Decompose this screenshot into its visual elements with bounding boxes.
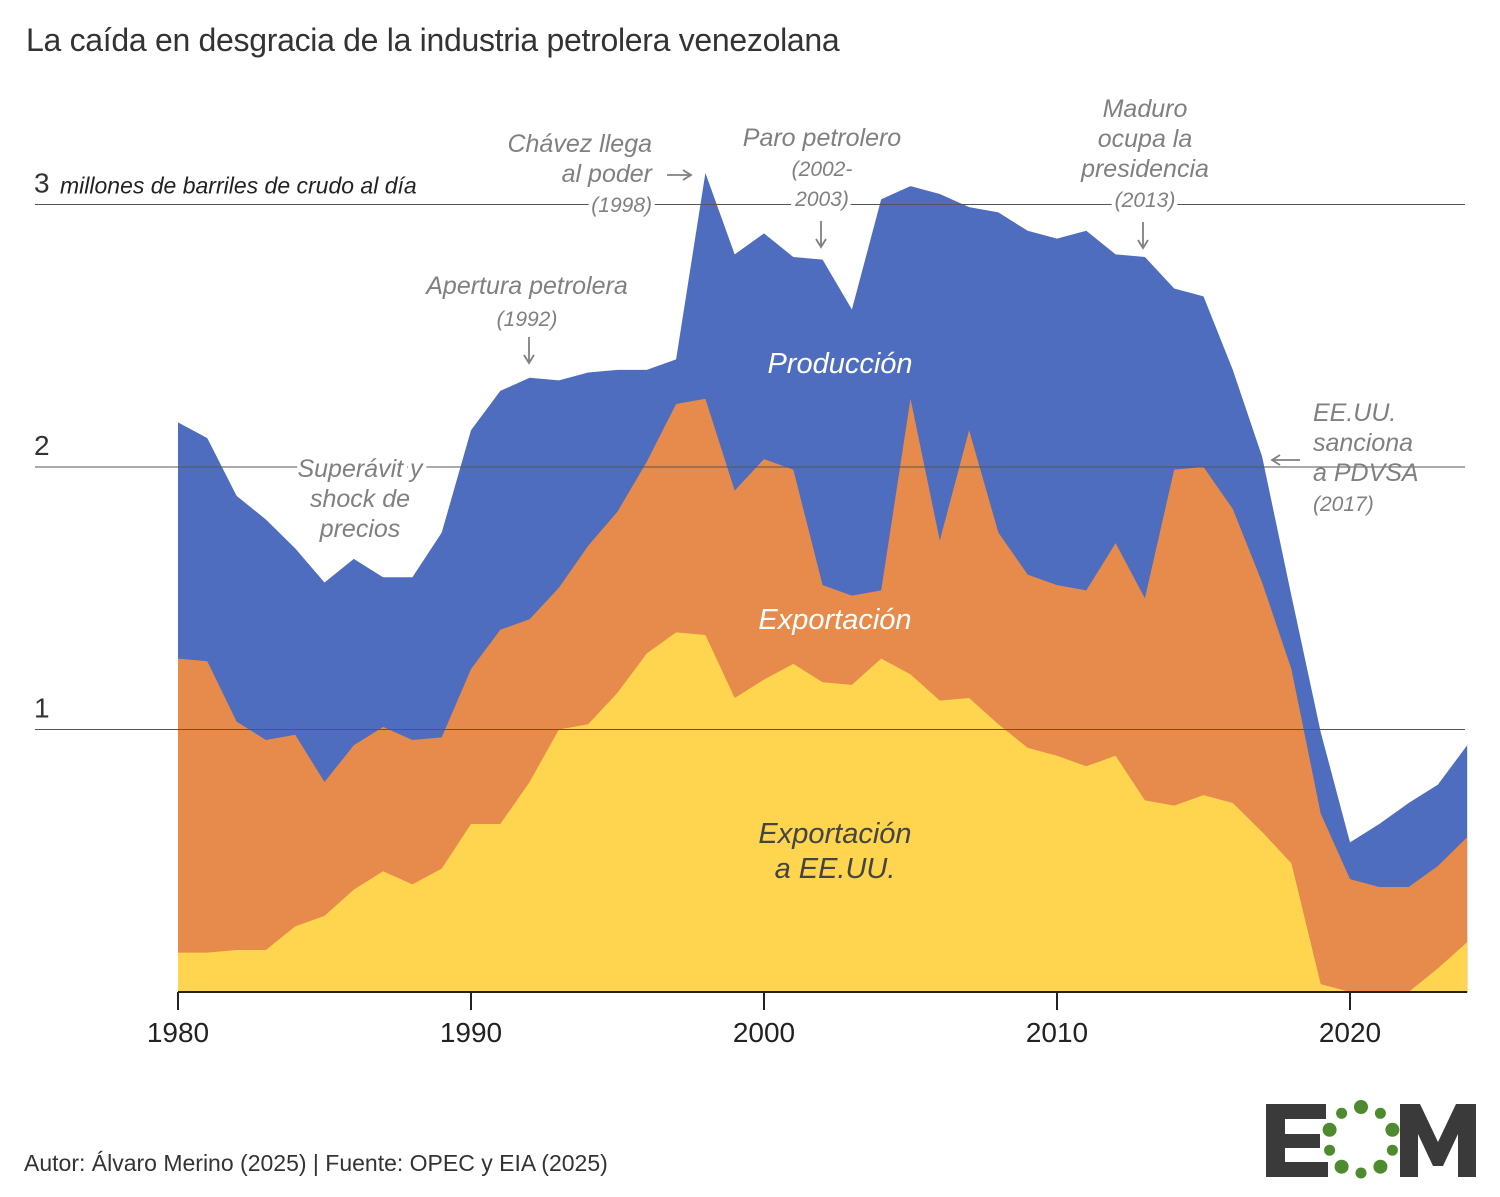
annotation-line: (1998) — [591, 194, 652, 217]
x-tick-label: 2020 — [1319, 1017, 1381, 1048]
annotation-line: (2002- — [792, 158, 853, 181]
annotation-line: sanciona — [1313, 429, 1413, 457]
annotation-line: shock de — [310, 485, 410, 513]
chart-title: La caída en desgracia de la industria pe… — [26, 22, 840, 58]
annotation-line: Maduro — [1103, 95, 1188, 123]
logo-dot — [1334, 1159, 1349, 1174]
annotation-line: presidencia — [1080, 155, 1209, 183]
annotation-line: al poder — [562, 160, 654, 188]
x-axis: 1980 1990 2000 2010 2020 — [147, 991, 1468, 1048]
x-tick-label: 1990 — [440, 1017, 502, 1048]
arrow-sanciones — [1270, 454, 1300, 466]
arrow-maduro — [1137, 222, 1149, 250]
x-tick-label: 1980 — [147, 1017, 209, 1048]
annotation-apertura: Apertura petrolera (1992) — [424, 272, 628, 331]
annotation-line: Apertura petrolera — [424, 272, 628, 300]
annotation-line: Chávez llega — [507, 130, 652, 158]
annotation-line: Paro petrolero — [743, 124, 902, 152]
annotation-paro: Paro petrolero (2002- 2003) — [739, 120, 906, 215]
y-tick-label: 3 — [34, 168, 50, 199]
annotation-line: a PDVSA — [1313, 459, 1419, 487]
eom-logo — [1266, 1100, 1476, 1179]
label-exportacion: Exportación — [758, 604, 911, 636]
logo-dot — [1373, 1159, 1388, 1174]
y-tick-label: 2 — [34, 430, 50, 461]
logo-dot — [1374, 1107, 1386, 1119]
annotation-line: ocupa la — [1098, 125, 1193, 153]
arrow-chavez — [667, 169, 693, 181]
logo-dot — [1324, 1144, 1336, 1156]
label-exportacion-eeuu-line2: a EE.UU. — [775, 853, 896, 885]
annotation-line: (1992) — [497, 308, 558, 331]
y-unit-label: millones de barriles de crudo al día — [60, 173, 417, 199]
logo-dot — [1386, 1144, 1398, 1156]
chart-areas — [178, 173, 1468, 992]
annotation-line: Superávit y — [297, 455, 424, 483]
annotation-line: precios — [319, 515, 401, 543]
logo-dot — [1385, 1122, 1400, 1137]
y-axis: 1 2 3 millones de barriles de crudo al día — [34, 168, 456, 724]
x-tick-label: 2010 — [1026, 1017, 1088, 1048]
logo-dot — [1354, 1100, 1368, 1114]
gridlines — [35, 204, 1465, 730]
annotation-line: 2003) — [794, 188, 849, 211]
logo-letter-m — [1400, 1104, 1476, 1177]
logo-dot — [1322, 1122, 1337, 1137]
annotation-line: (2017) — [1313, 493, 1374, 516]
logo-dot — [1336, 1107, 1348, 1119]
label-produccion: Producción — [767, 348, 912, 380]
arrow-apertura — [523, 337, 535, 365]
source-credit: Autor: Álvaro Merino (2025) | Fuente: OP… — [24, 1150, 608, 1176]
annotation-line: EE.UU. — [1313, 399, 1396, 427]
annotation-line: (2013) — [1115, 189, 1176, 212]
unit-label-bg — [56, 174, 456, 201]
label-exportacion-eeuu-line1: Exportación — [758, 818, 911, 850]
logo-letter-e — [1266, 1104, 1328, 1177]
exportacion-eeuu-area — [178, 632, 1468, 992]
arrow-paro — [815, 221, 827, 249]
logo-dots-ring — [1322, 1100, 1400, 1179]
logo-dot — [1355, 1167, 1367, 1179]
y-tick-label: 1 — [34, 693, 50, 724]
x-tick-label: 2000 — [733, 1017, 795, 1048]
